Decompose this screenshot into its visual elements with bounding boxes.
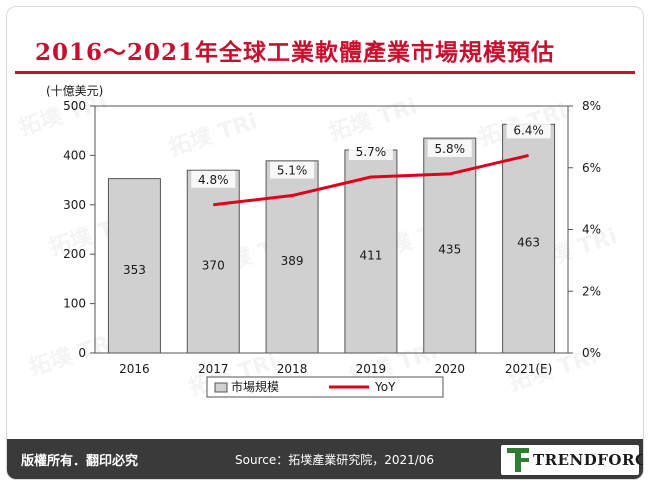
bar bbox=[107, 178, 161, 354]
plot-area bbox=[94, 105, 569, 354]
page-title: 2016～2021年全球工業軟體產業市場規模預估 bbox=[35, 39, 556, 66]
yoy-label-bg bbox=[427, 139, 472, 157]
bar-data-label: 370 bbox=[202, 259, 225, 273]
left-axis-tick-label: 400 bbox=[63, 148, 86, 162]
right-axis-tick-label: 0% bbox=[582, 346, 601, 360]
trendforce-logo-icon bbox=[507, 448, 529, 472]
yoy-data-label: 5.8% bbox=[435, 142, 466, 156]
x-axis-tick-label: 2018 bbox=[277, 362, 308, 376]
yoy-label-bg bbox=[348, 143, 393, 161]
bar-data-label: 463 bbox=[517, 236, 540, 250]
bar-data-label: 389 bbox=[281, 254, 304, 268]
bar bbox=[186, 169, 240, 354]
yoy-line bbox=[213, 153, 529, 207]
title-rule bbox=[15, 71, 635, 74]
legend-swatch-bar bbox=[214, 382, 228, 393]
left-axis-tick-label: 500 bbox=[63, 99, 86, 113]
left-axis-tick-label: 100 bbox=[63, 297, 86, 311]
x-axis-tick-label: 2016 bbox=[119, 362, 150, 376]
left-axis-tick-label: 300 bbox=[63, 198, 86, 212]
bar-data-label: 411 bbox=[359, 248, 382, 262]
x-axis-tick-label: 2020 bbox=[434, 362, 465, 376]
yoy-label-bg bbox=[506, 121, 551, 139]
legend-label-line: YoY bbox=[374, 380, 396, 394]
x-axis-tick-label: 2021(E) bbox=[505, 362, 552, 376]
yoy-label-bg bbox=[270, 161, 315, 179]
yoy-data-label: 6.4% bbox=[513, 123, 544, 137]
yoy-data-label: 4.8% bbox=[198, 173, 229, 187]
yoy-data-label: 5.7% bbox=[356, 145, 387, 159]
yoy-label-bg bbox=[191, 170, 236, 188]
left-axis-tick-label: 200 bbox=[63, 247, 86, 261]
bar-data-label: 435 bbox=[438, 243, 461, 257]
x-axis-tick-label: 2017 bbox=[198, 362, 229, 376]
right-axis-tick-label: 2% bbox=[582, 284, 601, 298]
bar bbox=[344, 149, 398, 354]
yoy-data-label: 5.1% bbox=[277, 164, 308, 178]
right-axis-tick-label: 6% bbox=[582, 161, 601, 175]
right-axis-tick-label: 4% bbox=[582, 223, 601, 237]
legend-label-bar: 市場規模 bbox=[231, 379, 279, 394]
footer-bar: 版權所有．翻印必究 Source：拓墣產業研究院，2021/06 TRENDFO… bbox=[7, 439, 643, 479]
right-axis-tick-label: 8% bbox=[582, 99, 601, 113]
x-axis-tick-label: 2019 bbox=[356, 362, 387, 376]
bar-data-label: 353 bbox=[123, 263, 146, 277]
trendforce-logo-text: TRENDFORCE bbox=[533, 451, 643, 469]
trendforce-logo: TRENDFORCE bbox=[501, 445, 643, 475]
left-axis-tick-label: 0 bbox=[78, 346, 86, 360]
left-axis-unit-label: (十億美元) bbox=[46, 84, 103, 98]
source-note: Source：拓墣產業研究院，2021/06 bbox=[235, 453, 435, 467]
legend-box bbox=[206, 376, 444, 398]
copyright-notice: 版權所有．翻印必究 bbox=[21, 454, 139, 469]
